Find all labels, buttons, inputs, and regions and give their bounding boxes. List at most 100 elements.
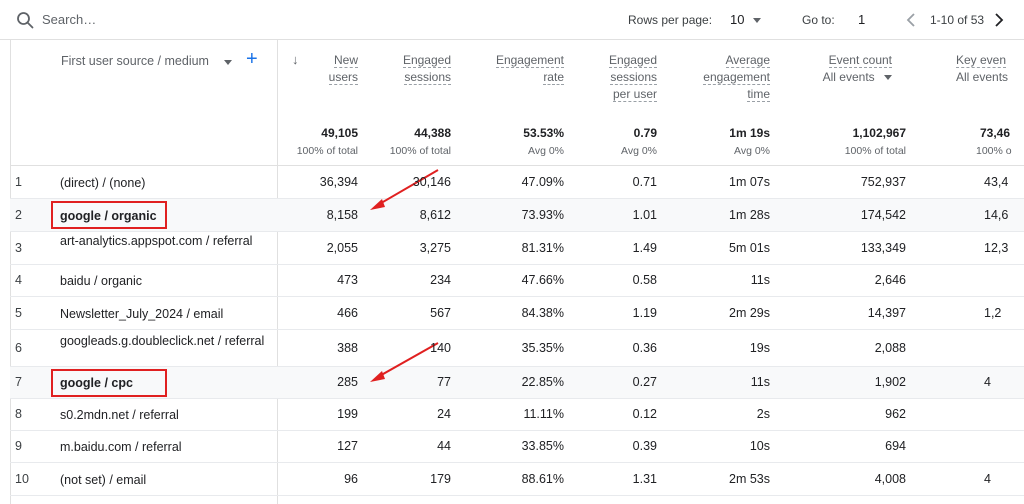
table-cell: 2m 29s (729, 305, 770, 320)
table-row[interactable] (10, 431, 1024, 463)
table-cell: 0.39 (632, 439, 657, 453)
search-input[interactable]: Search… (42, 12, 97, 27)
row-dimension-label[interactable]: m.baidu.com / referral (60, 440, 182, 454)
total-event-count: 1,102,967 (852, 126, 906, 140)
table-row[interactable] (10, 265, 1024, 297)
table-cell: 3,275 (419, 240, 451, 255)
table-cell: 234 (430, 273, 451, 287)
col-header-engaged-sessions[interactable]: Engaged sessions (402, 53, 451, 85)
table-cell: 1m 07s (729, 174, 770, 189)
table-cell: 466 (337, 305, 358, 320)
row-dimension-label[interactable]: googleads.g.doubleclick.net / referral (60, 333, 265, 348)
table-cell: 77 (437, 375, 451, 389)
table-cell: 33.85% (521, 439, 564, 453)
col-header-event-count[interactable]: Event count All events (822, 53, 892, 84)
table-cell: 1m 28s (729, 207, 770, 222)
row-number: 8 (15, 407, 22, 421)
table-cell: 133,349 (860, 240, 906, 255)
sort-arrow-icon[interactable]: ↓ (292, 52, 299, 67)
col-header-avg-engagement-time[interactable]: Average engagement time (703, 53, 770, 102)
table-cell: 47.09% (521, 174, 564, 189)
chevron-right-icon[interactable] (992, 11, 1006, 29)
table-cell: 694 (885, 439, 906, 453)
dimension-selector[interactable]: First user source / medium (61, 54, 209, 68)
table-cell: 962 (885, 407, 906, 421)
table-cell: 8,612 (419, 207, 451, 222)
total-sub-engagement-rate: Avg 0% (528, 145, 564, 157)
goto-page-input[interactable]: 1 (858, 12, 866, 27)
table-cell: 2,646 (874, 273, 906, 287)
total-avg-engagement-time: 1m 19s (729, 126, 770, 140)
goto-label: Go to: (802, 13, 835, 27)
row-number: 9 (15, 439, 22, 453)
table-cell: 12,3 (984, 240, 1009, 255)
row-dimension-label[interactable]: Newsletter_July_2024 / email (60, 306, 224, 321)
row-dimension-label[interactable]: (direct) / (none) (60, 175, 146, 190)
table-cell: 174,542 (860, 207, 906, 222)
caret-down-icon[interactable] (884, 75, 892, 81)
table-cell: 179 (430, 471, 451, 486)
table-cell: 4,008 (874, 471, 906, 486)
table-cell: 285 (337, 375, 358, 389)
col-header-sessions-per-user[interactable]: Engaged sessions per user (608, 53, 657, 102)
caret-down-icon[interactable] (224, 60, 232, 65)
total-engagement-rate: 53.53% (523, 126, 564, 140)
row-number: 2 (15, 207, 22, 222)
table-cell: 84.38% (521, 305, 564, 320)
total-key-events: 73,46 (980, 126, 1011, 140)
table-cell: 73.93% (521, 207, 564, 222)
row-dimension-label[interactable]: art-analytics.appspot.com / referral (60, 233, 253, 248)
row-dimension-label[interactable]: (not set) / email (60, 472, 147, 487)
table-cell: 473 (337, 273, 358, 287)
row-number: 5 (15, 305, 22, 320)
table-row[interactable] (10, 330, 1024, 367)
table-cell: 14,6 (984, 207, 1009, 222)
table-row[interactable] (10, 399, 1024, 431)
row-dimension-label[interactable]: s0.2mdn.net / referral (60, 408, 179, 422)
table-cell: 1,2 (984, 305, 1002, 320)
table-cell: 388 (337, 340, 358, 355)
row-dimension-label[interactable]: google / organic (60, 208, 157, 223)
table-cell: 1.19 (632, 305, 657, 320)
chevron-left-icon[interactable] (904, 11, 918, 29)
total-sub-new-users: 100% of total (296, 145, 358, 157)
table-cell: 10s (749, 439, 770, 453)
caret-down-icon[interactable] (753, 18, 761, 23)
table-cell: 140 (430, 340, 451, 355)
total-sub-engaged-sessions: 100% of total (389, 145, 451, 157)
table-cell: 24 (437, 407, 451, 421)
table-cell: 11s (750, 273, 770, 287)
table-cell: 4 (984, 375, 991, 389)
table-row[interactable] (10, 166, 1024, 199)
highlight-box-google-organic (51, 201, 167, 229)
col-header-engagement-rate[interactable]: Engagement rate (495, 53, 564, 85)
table-cell: 2,055 (326, 240, 358, 255)
table-row[interactable] (10, 199, 1024, 232)
table-row[interactable] (10, 297, 1024, 330)
total-sessions-per-user: 0.79 (633, 126, 657, 140)
table-row[interactable] (10, 463, 1024, 496)
table-cell: 14,397 (867, 305, 906, 320)
rows-per-page-select[interactable]: 10 (730, 12, 745, 27)
table-cell: 1.31 (632, 471, 657, 486)
row-dimension-label[interactable]: baidu / organic (60, 274, 143, 288)
total-new-users: 49,105 (321, 126, 358, 140)
row-number: 1 (15, 174, 22, 189)
col-header-key-events[interactable]: Key even All events (956, 53, 1009, 84)
table-cell: 35.35% (521, 340, 564, 355)
table-cell: 199 (337, 407, 358, 421)
row-dimension-label[interactable]: google / cpc (60, 376, 133, 390)
table-cell: 0.12 (632, 407, 657, 421)
table-row[interactable] (10, 232, 1024, 265)
table-cell: 30,146 (412, 174, 451, 189)
col-header-new-users[interactable]: New users (328, 53, 358, 85)
header-divider (10, 165, 1024, 166)
total-engaged-sessions: 44,388 (414, 126, 451, 140)
search-icon[interactable] (16, 11, 34, 29)
add-dimension-button[interactable]: + (246, 48, 258, 70)
table-cell: 0.58 (632, 273, 657, 287)
dimension-divider (277, 40, 278, 504)
table-cell: 2m 53s (729, 471, 770, 486)
table-row[interactable] (10, 367, 1024, 399)
table-cell: 88.61% (521, 471, 564, 486)
